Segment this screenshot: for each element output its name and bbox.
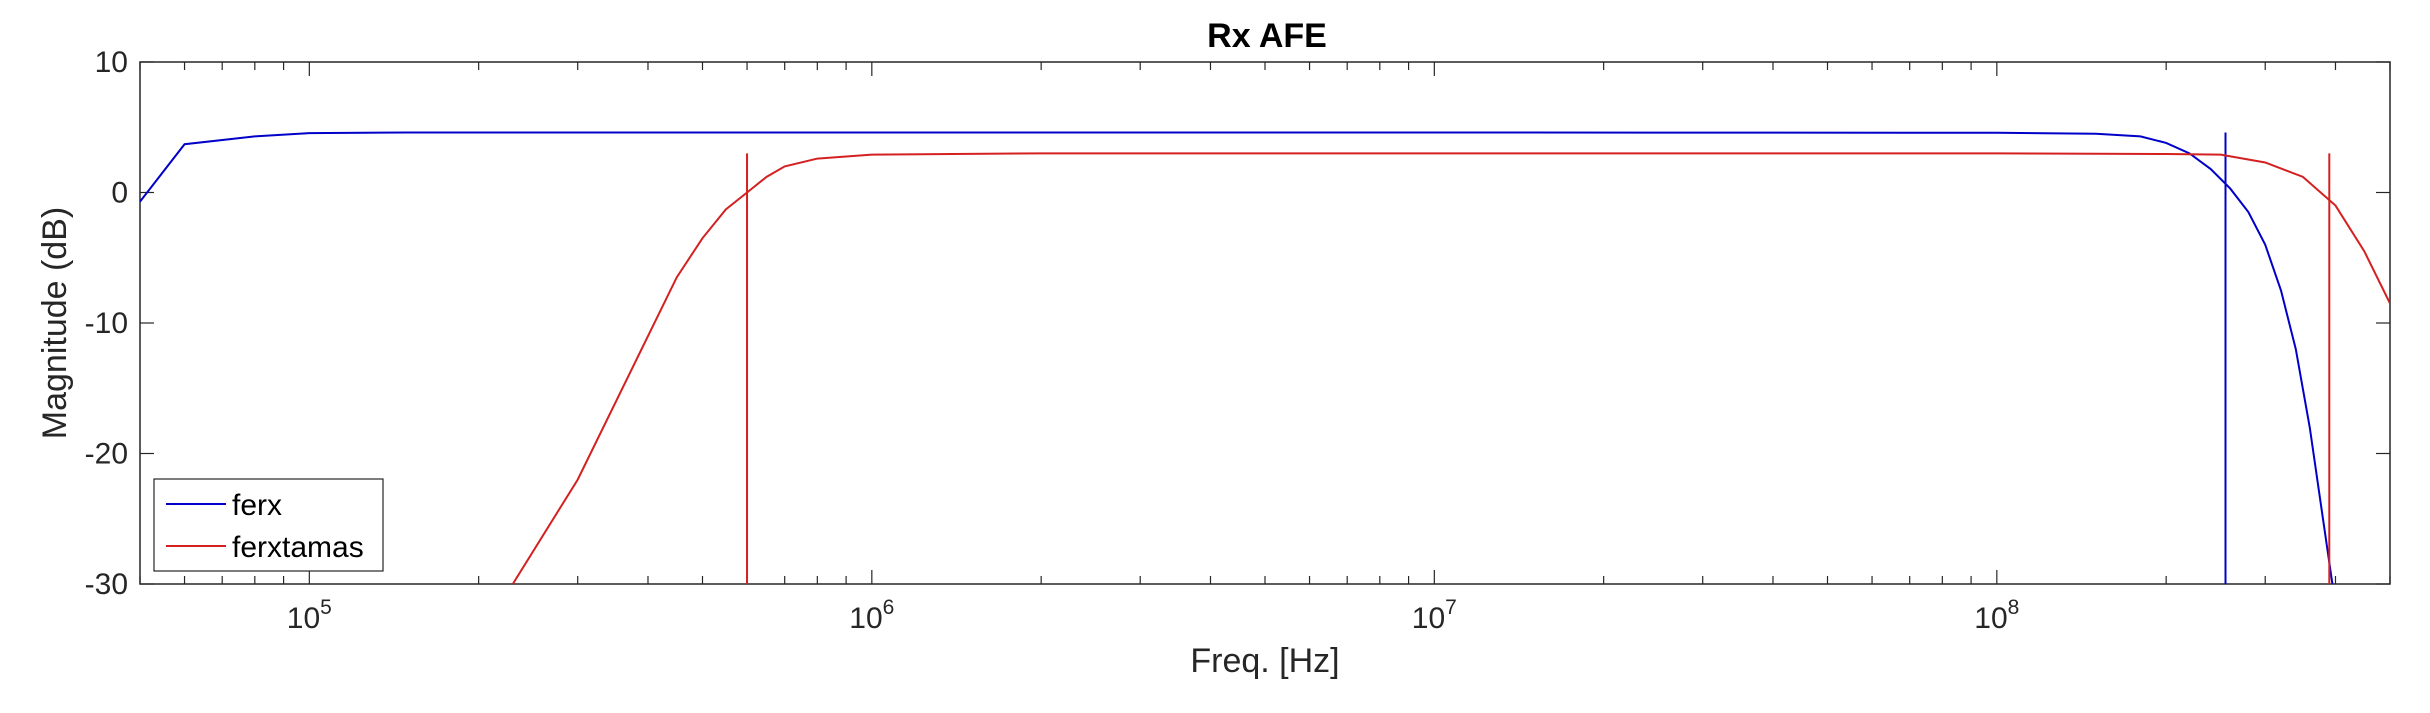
series-line-ferx [140, 131, 2334, 584]
tick-labels: 105 106 107 108 10 0 -10 -20 -30 [85, 46, 2020, 635]
legend: ferx ferxtamas [153, 478, 384, 572]
y-tick-label: -30 [85, 568, 128, 601]
chart-title: Rx AFE [1207, 17, 1327, 55]
x-tick-label: 106 [849, 596, 894, 635]
series-line-ferxtamas [511, 152, 2390, 584]
x-tick-label: 107 [1412, 596, 1457, 635]
axis-ticks [139, 61, 2391, 585]
y-axis-label: Magnitude (dB) [36, 207, 74, 439]
y-tick-label: 0 [111, 177, 128, 210]
x-tick-label: 108 [1974, 596, 2019, 635]
x-tick-label: 105 [287, 596, 332, 635]
legend-label-ferxtamas: ferxtamas [232, 531, 364, 564]
legend-label-ferx: ferx [232, 489, 282, 522]
y-tick-label: -10 [85, 307, 128, 340]
plot-area [139, 61, 2391, 585]
y-tick-label: -20 [85, 438, 128, 471]
x-axis-label: Freq. [Hz] [1190, 642, 1339, 680]
y-tick-label: 10 [95, 46, 128, 79]
legend-box [153, 478, 384, 572]
series-lines [140, 131, 2390, 584]
